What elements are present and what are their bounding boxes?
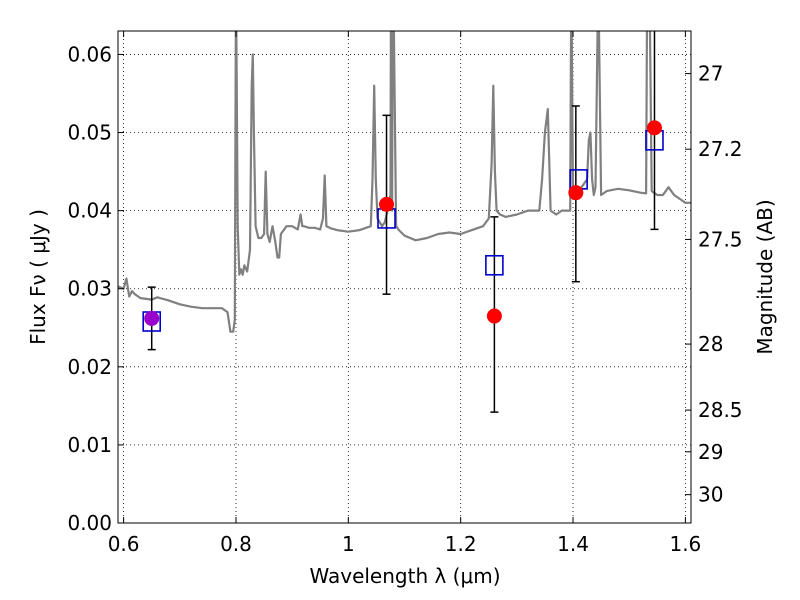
mag-tick-label: 28	[698, 332, 723, 356]
plot-background	[118, 31, 691, 523]
x-tick-label: 1	[342, 532, 355, 556]
observed-point	[486, 308, 502, 324]
y2-axis-label: Magnitude (AB)	[753, 199, 777, 354]
mag-tick-label: 27.2	[698, 137, 743, 161]
mag-tick-label: 27.5	[698, 227, 743, 251]
x-tick-label: 0.6	[108, 532, 140, 556]
plot-frame	[117, 30, 692, 524]
observed-point	[646, 120, 662, 136]
x-tick-label: 0.8	[220, 532, 252, 556]
mag-tick-label: 29	[698, 440, 723, 464]
y-tick-label: 0.02	[67, 355, 112, 379]
observed-point	[568, 185, 584, 201]
x-tick-label: 1.4	[557, 532, 589, 556]
y-tick-label: 0.06	[67, 42, 112, 66]
ticks: 0.6 0.8 1 1.2 1.4 1.6 0.00 0.01 0.02 0.03 0.04 0.05…	[67, 31, 743, 556]
data-layer	[118, 31, 691, 413]
y-axis-label: Flux Fν ( μJy )	[26, 209, 50, 345]
observed-point	[379, 196, 395, 212]
x-axis-label: Wavelength λ (μm)	[309, 564, 500, 588]
y-tick-label: 0.00	[67, 511, 112, 535]
spectrum-line	[118, 31, 691, 333]
y-tick-label: 0.01	[67, 433, 112, 457]
mag-tick-label: 27	[698, 62, 723, 86]
x-tick-label: 1.2	[445, 532, 477, 556]
model-square-point	[485, 254, 504, 276]
x-tick-label: 1.6	[669, 532, 701, 556]
y-tick-label: 0.05	[67, 121, 112, 145]
observed-point	[144, 310, 160, 326]
y-tick-label: 0.03	[67, 277, 112, 301]
mag-tick-label: 28.5	[698, 398, 743, 422]
y-tick-label: 0.04	[67, 199, 112, 223]
mag-tick-label: 30	[698, 483, 723, 507]
